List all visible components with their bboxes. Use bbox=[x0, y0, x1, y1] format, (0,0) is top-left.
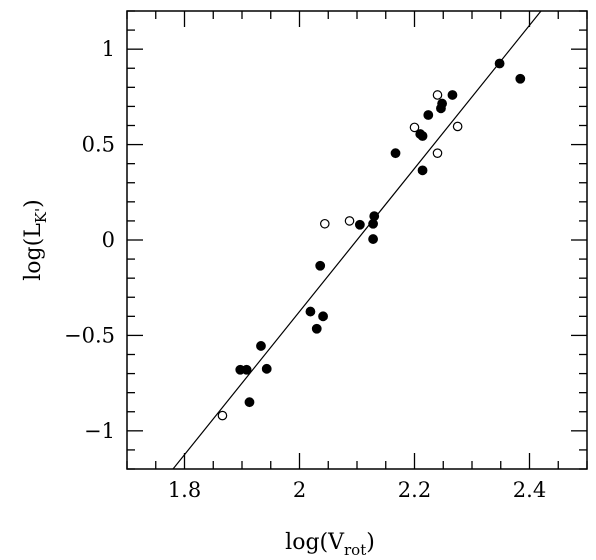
open-data-point bbox=[344, 216, 355, 226]
filled-data-point bbox=[417, 165, 428, 176]
filled-data-point bbox=[423, 110, 434, 120]
open-data-point bbox=[432, 148, 443, 158]
filled-data-point bbox=[515, 73, 526, 84]
open-data-point bbox=[409, 122, 420, 133]
filled-data-point bbox=[354, 219, 365, 230]
filled-data-point bbox=[244, 397, 255, 408]
tick-labels: 1.8 2 2.2 2.4 −1 −0.5 0 0.5 1 bbox=[64, 37, 546, 502]
filled-data-point bbox=[369, 211, 380, 222]
filled-data-point bbox=[447, 90, 458, 100]
filled-data-point bbox=[315, 260, 326, 271]
y-tick-label: 0 bbox=[102, 228, 115, 252]
fit-line bbox=[172, 10, 542, 470]
x-axis-label: log(Vrot) bbox=[285, 530, 375, 559]
y-tick-label: 0.5 bbox=[82, 133, 115, 157]
axis-ticks bbox=[126, 10, 588, 470]
filled-data-point bbox=[368, 234, 379, 244]
filled-data-point bbox=[494, 58, 505, 69]
y-tick-label: 1 bbox=[102, 37, 115, 61]
filled-data-point bbox=[241, 364, 252, 375]
open-data-point bbox=[432, 90, 443, 100]
filled-data-point bbox=[261, 363, 272, 374]
x-tick-label: 2.2 bbox=[398, 478, 431, 502]
data-points bbox=[217, 58, 526, 421]
open-data-point bbox=[452, 121, 463, 132]
filled-data-point bbox=[437, 98, 448, 109]
filled-data-point bbox=[417, 131, 428, 141]
filled-data-point bbox=[311, 323, 322, 334]
x-tick-label: 2.4 bbox=[513, 478, 546, 502]
filled-data-point bbox=[256, 341, 266, 351]
x-tick-label: 1.8 bbox=[168, 478, 201, 502]
y-tick-label: −0.5 bbox=[64, 323, 115, 347]
x-tick-label: 2 bbox=[293, 478, 306, 502]
open-data-point bbox=[217, 410, 228, 421]
filled-data-point bbox=[390, 148, 401, 159]
fit-line-group bbox=[172, 10, 542, 470]
filled-data-point bbox=[318, 311, 328, 322]
y-axis-label: log(LK') bbox=[21, 199, 50, 281]
open-data-point bbox=[319, 218, 330, 229]
filled-data-point bbox=[305, 306, 316, 317]
y-tick-label: −1 bbox=[84, 419, 115, 443]
